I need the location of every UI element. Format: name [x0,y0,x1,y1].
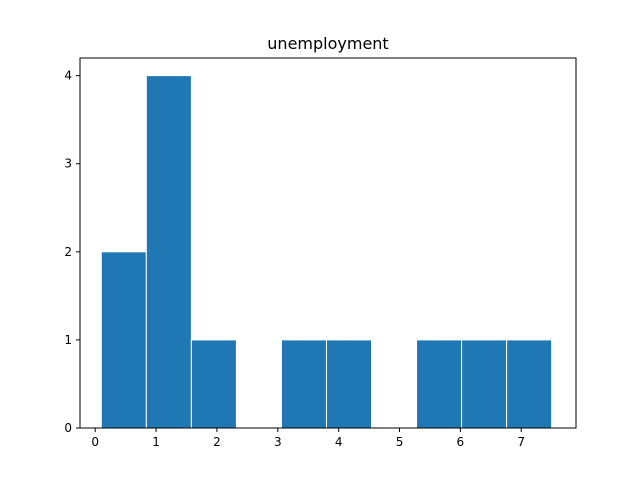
x-tick-label: 0 [91,435,99,449]
histogram-bar [461,339,508,429]
x-axis: 0 1 2 3 4 5 6 7 [91,428,525,449]
histogram-bar [100,251,147,429]
x-tick-label: 3 [274,435,282,449]
histogram-bar [506,339,553,429]
y-tick-label: 3 [64,157,72,171]
x-tick-label: 4 [335,435,343,449]
histogram-bar [416,339,463,429]
histogram-bar [145,75,192,429]
histogram-bar [190,339,237,429]
y-tick-label: 1 [64,333,72,347]
x-tick-label: 2 [213,435,221,449]
histogram-bar [280,339,327,429]
y-tick-label: 2 [64,245,72,259]
x-tick-label: 5 [396,435,404,449]
x-tick-label: 1 [152,435,160,449]
y-tick-label: 4 [64,69,72,83]
x-tick-label: 6 [457,435,465,449]
histogram-bars [100,75,553,429]
y-axis: 0 1 2 3 4 [64,69,80,435]
histogram-bar [325,339,373,429]
chart-title: unemployment [267,34,388,53]
x-tick-label: 7 [517,435,525,449]
plot-frame [79,57,577,429]
y-tick-label: 0 [64,421,72,435]
